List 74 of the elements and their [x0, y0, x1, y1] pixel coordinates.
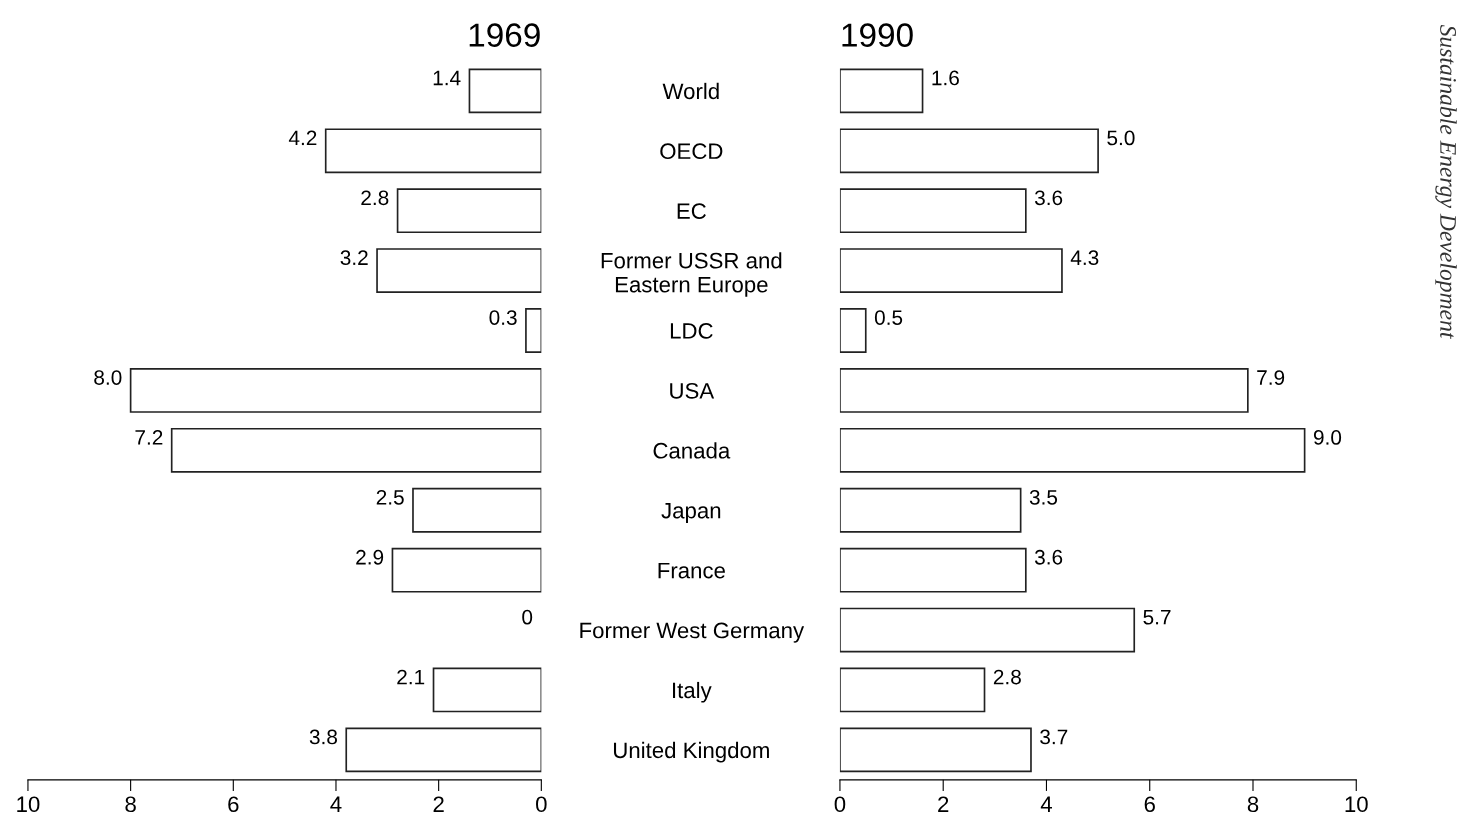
data-label: 0.5	[874, 310, 903, 325]
data-label: 3.6	[1034, 190, 1063, 206]
x-tick-label: 2	[433, 796, 444, 812]
data-label: 0	[522, 609, 533, 625]
data-label: 3.8	[309, 729, 338, 745]
x-tick-label: 2	[938, 796, 949, 812]
data-label: 4.3	[1070, 250, 1099, 266]
data-label: 2.1	[397, 669, 425, 685]
y-tick-label: Former USSR and Eastern Europe	[601, 252, 782, 297]
y-tick-label: France	[658, 562, 725, 579]
y-tick-label: World	[662, 82, 719, 100]
bar	[839, 607, 1136, 653]
bar	[129, 368, 542, 413]
bar	[839, 547, 1027, 593]
y-tick-label: United Kingdom	[613, 741, 769, 763]
y-tick-label: Italy	[673, 681, 712, 703]
data-label: 3.5	[1029, 489, 1058, 505]
data-label: 1.6	[932, 70, 959, 86]
data-label: 2.8	[361, 190, 389, 206]
bar	[839, 667, 986, 713]
bar	[391, 547, 542, 593]
bar	[525, 308, 542, 353]
bar	[432, 667, 542, 713]
data-label: 8.0	[94, 370, 122, 385]
x-tick-label: 6	[228, 796, 239, 813]
y-tick-label: Former West Germany	[580, 622, 805, 643]
data-label: 3.6	[1034, 549, 1063, 565]
bar	[345, 727, 542, 773]
bar	[468, 68, 542, 114]
bar	[839, 248, 1063, 294]
y-tick-label: Japan	[661, 503, 721, 523]
bar	[839, 188, 1027, 234]
data-label: 4.2	[288, 130, 317, 146]
bar	[839, 487, 1022, 533]
bar	[324, 128, 542, 174]
chart-title: 1969	[469, 23, 540, 47]
text: Sustainable Energy Development	[1435, 24, 1457, 339]
y-tick-label: OECD	[660, 143, 723, 160]
bar	[839, 308, 867, 353]
bar	[412, 487, 542, 533]
chart-title: 1990	[842, 23, 913, 47]
data-label: 0.3	[489, 310, 517, 325]
x-tick-label: 8	[1247, 796, 1259, 813]
bar	[839, 427, 1306, 473]
y-tick-label: Canada	[653, 442, 731, 459]
data-label: 2.8	[993, 669, 1021, 685]
y-tick-label: EC	[677, 203, 706, 219]
data-label: 7.9	[1257, 370, 1285, 385]
x-tick-label: 10	[1345, 796, 1368, 813]
x-tick-label: 10	[17, 796, 40, 813]
y-tick-label: USA	[670, 382, 715, 399]
bar	[170, 427, 542, 473]
bar	[396, 188, 542, 234]
bar	[839, 128, 1099, 174]
x-tick-label: 4	[1040, 796, 1052, 812]
bar	[839, 368, 1249, 413]
x-tick-label: 6	[1144, 796, 1155, 813]
data-label: 3.7	[1040, 729, 1068, 745]
bar	[376, 248, 542, 294]
data-label: 9.0	[1313, 430, 1342, 445]
data-label: 7.2	[135, 430, 163, 445]
data-label: 5.0	[1107, 130, 1135, 146]
bar	[839, 727, 1032, 773]
x-tick-label: 0	[834, 796, 846, 813]
data-label: 1.4	[433, 70, 461, 86]
data-label: 2.9	[356, 549, 384, 565]
x-tick-label: 4	[330, 796, 342, 812]
data-label: 3.2	[340, 250, 368, 266]
y-tick-label: LDC	[670, 323, 713, 339]
data-label: 2.5	[376, 489, 404, 505]
bar	[839, 68, 924, 114]
x-tick-label: 8	[125, 796, 136, 813]
data-label: 5.7	[1143, 609, 1171, 625]
x-tick-label: 0	[536, 796, 547, 813]
